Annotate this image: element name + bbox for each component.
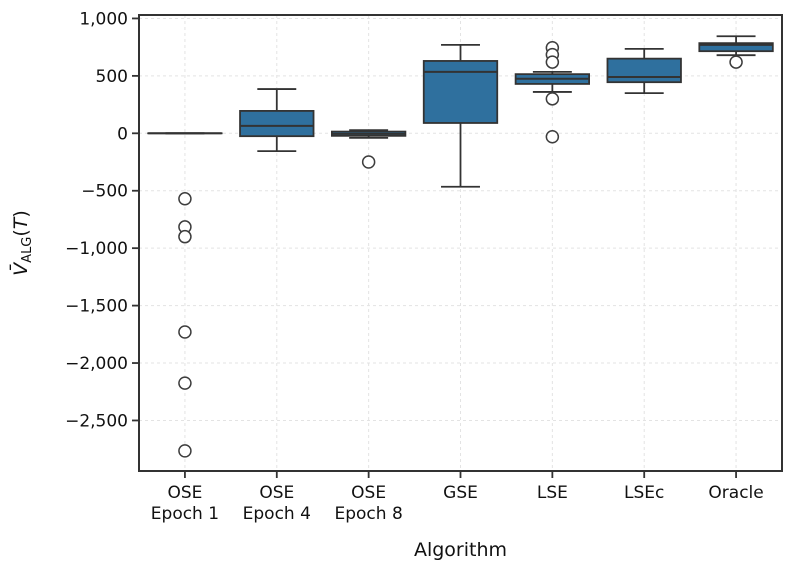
box-lse: [514, 40, 590, 144]
y-tick-label: −2,500: [65, 411, 128, 431]
x-axis-label: Algorithm: [414, 539, 507, 561]
x-tick-label: Epoch 4: [243, 504, 311, 524]
box-gse: [422, 43, 499, 188]
iqr-box: [606, 57, 682, 84]
box-oracle: [698, 35, 774, 69]
y-tick-label: −500: [81, 182, 128, 202]
y-tick-label: −2,000: [65, 354, 128, 374]
x-tick-label: OSE: [167, 483, 202, 503]
box-ose-epoch-8: [330, 129, 407, 169]
iqr-box: [698, 42, 774, 53]
iqr-box: [239, 110, 315, 138]
gridlines: [139, 15, 782, 471]
outlier-point: [545, 130, 560, 144]
outlier-point: [178, 229, 192, 244]
outlier-point: [361, 155, 376, 169]
y-tick-label: 500: [96, 67, 128, 87]
x-tick-label: LSE: [537, 483, 568, 503]
y-tick-label: 1,000: [79, 9, 128, 29]
y-tick-label: −1,500: [65, 297, 128, 317]
box-lsec: [606, 47, 682, 95]
box-ose-epoch-4: [239, 88, 315, 153]
x-tick-label: LSEc: [624, 483, 664, 503]
box-ose-epoch-1: [147, 132, 223, 458]
outlier-point: [178, 325, 192, 339]
outlier-point: [178, 192, 192, 206]
x-tick-label: OSE: [259, 483, 294, 503]
x-tick-label: Oracle: [708, 483, 763, 503]
x-tick-label: OSE: [351, 483, 386, 503]
x-tick-label: GSE: [443, 483, 478, 503]
outlier-point: [545, 92, 560, 106]
outlier-point: [178, 376, 192, 390]
outlier-point: [178, 444, 192, 458]
y-axis: 1,000 500 0 −500 −1,000 −1,500 −2,000 −2,500: [65, 9, 139, 431]
x-tick-label: Epoch 1: [151, 504, 219, 524]
y-axis-label: V̄ALG(T): [8, 210, 35, 276]
outlier-point: [545, 55, 560, 69]
iqr-box: [422, 60, 499, 124]
x-tick-label: Epoch 8: [335, 504, 403, 524]
y-tick-label: −1,000: [65, 239, 128, 259]
y-tick-label: 0: [117, 124, 128, 144]
outlier-point: [729, 55, 743, 69]
